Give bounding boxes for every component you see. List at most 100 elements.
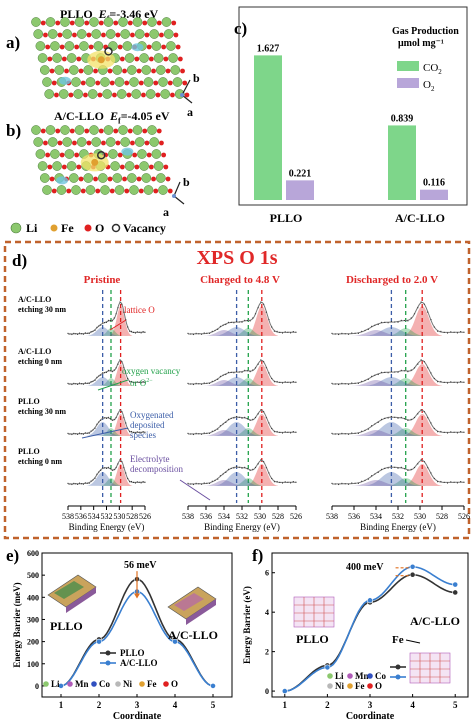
o-atom — [95, 188, 101, 194]
o-atom — [167, 188, 173, 194]
xps-data-point — [187, 432, 189, 434]
xps-data-point — [263, 361, 265, 363]
fe-atom — [91, 158, 99, 166]
li-atom — [141, 65, 152, 75]
xps-data-point — [344, 333, 346, 335]
li-atom — [73, 89, 84, 99]
xps-data-point — [209, 432, 211, 434]
xps-envelope-curve — [332, 409, 464, 435]
o-atom — [156, 20, 162, 26]
xps-data-point — [75, 433, 77, 435]
xps-data-point — [115, 466, 117, 469]
x-tick-label: 538 — [182, 512, 194, 521]
xps-data-point — [371, 475, 373, 477]
xps-data-point — [214, 479, 216, 481]
panel-b-energy-value: =-4.05 eV — [120, 109, 170, 123]
o-atom — [119, 56, 125, 62]
xps-data-point — [227, 321, 230, 323]
panel-e-line-chart: e) 1 2 3 4 5 0 100 200 300 400 500 600 Coordinate Ene… — [6, 546, 233, 720]
bar-co2-a-c-llo — [388, 125, 416, 200]
xps-component-peak — [232, 478, 265, 486]
atom-legend-icon — [139, 681, 145, 687]
xps-data-point — [276, 480, 278, 483]
xps-data-point — [129, 431, 131, 433]
o-atom — [122, 176, 127, 182]
xps-data-point — [222, 423, 224, 425]
point-a-c-llo — [452, 581, 459, 588]
li-atom — [31, 125, 41, 135]
panel-d-dashed-border — [3, 240, 471, 540]
xps-data-point — [200, 483, 203, 485]
xps-data-point — [364, 329, 366, 332]
o-atom — [69, 20, 75, 26]
xps-data-point — [390, 465, 392, 468]
o-atom — [43, 140, 48, 146]
xps-data-point — [107, 416, 109, 418]
xps-data-point — [440, 480, 442, 483]
xps-component-peak — [349, 330, 403, 336]
xps-data-point — [254, 466, 257, 469]
xps-data-point — [367, 378, 369, 380]
li-atom — [71, 185, 81, 195]
li-atom — [145, 89, 156, 99]
xps-data-point — [410, 468, 412, 470]
panel-f-label: f) — [252, 546, 263, 565]
panel-d-annot-deposited-2: deposited — [130, 420, 165, 430]
o-atom — [109, 188, 115, 194]
xps-data-point — [200, 433, 203, 435]
xps-data-point — [287, 381, 289, 383]
o-atom — [161, 44, 167, 50]
charge-density — [56, 176, 69, 185]
xps-data-point — [437, 431, 439, 433]
vacancy — [104, 47, 113, 56]
o-atom — [55, 128, 61, 134]
xps-data-point — [413, 367, 416, 369]
o-atom — [153, 188, 159, 194]
xps-component-peak — [232, 378, 265, 386]
xps-data-point — [209, 382, 211, 384]
xps-data-point — [78, 382, 81, 384]
xps-data-point — [94, 379, 96, 381]
xps-data-point — [384, 467, 386, 469]
li-atom — [102, 89, 113, 99]
li-atom — [66, 161, 77, 171]
o-atom — [113, 128, 119, 134]
xps-component-peak — [202, 480, 246, 486]
xps-data-point — [367, 328, 369, 330]
atom-legend-label: Mn — [355, 671, 369, 681]
xps-data-point — [338, 383, 340, 386]
o-atom — [43, 32, 48, 38]
o-atom — [74, 44, 80, 50]
panel-d-row4-line2: etching 0 nm — [18, 457, 62, 466]
panel-c-legend-o2: O2 — [423, 79, 435, 93]
panel-c-category-labels: PLLO A/C-LLO — [270, 211, 445, 225]
bar-data-label: 0.221 — [289, 168, 312, 179]
xps-data-point — [407, 320, 409, 322]
xps-data-point — [121, 461, 123, 463]
xps-data-point — [121, 361, 123, 363]
li-atom — [93, 41, 104, 51]
xps-data-point — [257, 307, 259, 309]
xps-data-point — [67, 482, 69, 484]
panel-f-annotation: 400 meV — [346, 562, 384, 573]
o-atom — [173, 32, 179, 38]
xps-data-point — [292, 431, 294, 433]
xps-data-point — [206, 332, 208, 334]
xps-data-point — [198, 483, 200, 485]
xps-data-point — [430, 422, 432, 424]
xps-data-point — [377, 471, 379, 473]
xps-data-point — [390, 320, 392, 323]
li-atom — [64, 149, 75, 159]
li-atom — [168, 53, 178, 63]
xps-data-point — [219, 375, 221, 377]
xps-data-point — [380, 418, 383, 420]
xps-data-point — [98, 471, 100, 473]
panel-f-fe-label: Fe — [392, 634, 404, 646]
xps-data-point — [90, 331, 92, 333]
xps-data-point — [268, 472, 270, 474]
li-atom — [42, 77, 52, 87]
xps-data-point — [387, 417, 389, 419]
o-atom — [171, 20, 177, 26]
o-atom — [136, 68, 142, 74]
